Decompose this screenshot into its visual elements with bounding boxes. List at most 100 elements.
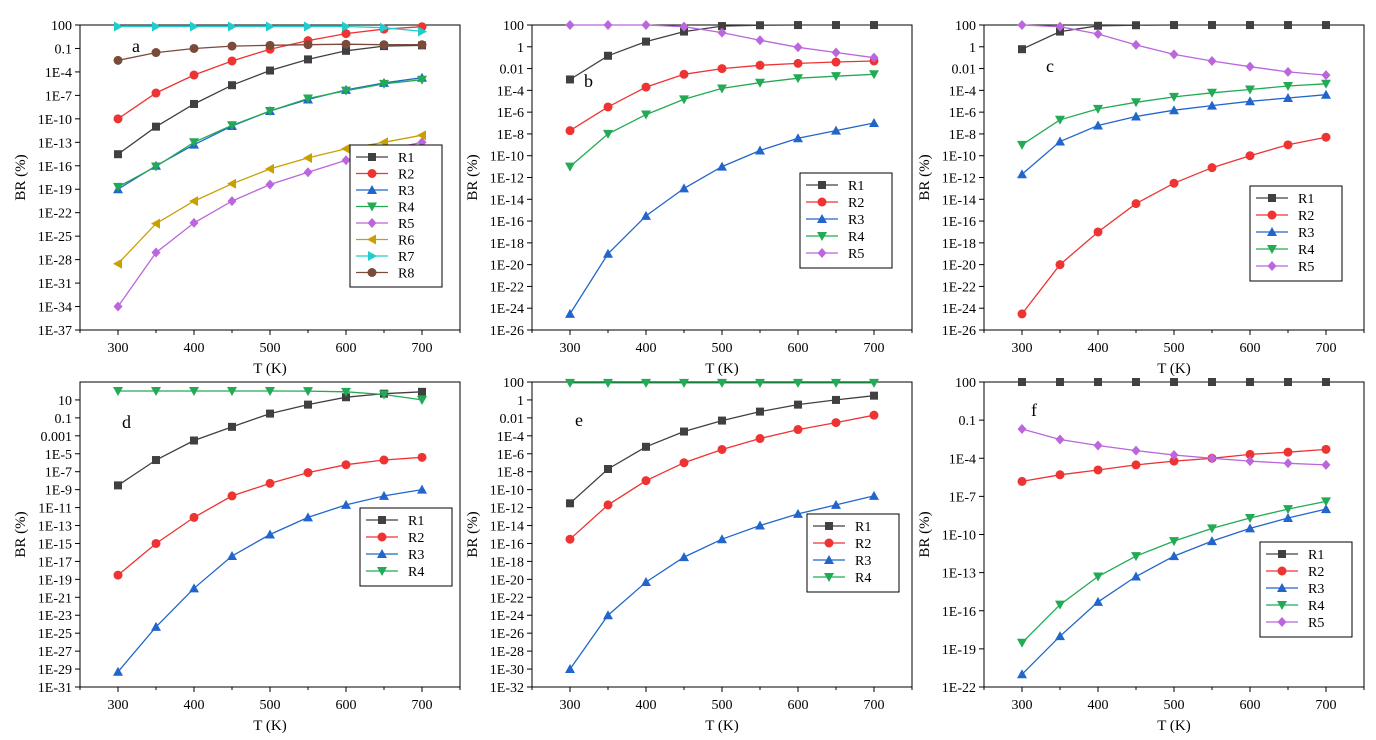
legend-marker: [367, 234, 376, 245]
y-tick-label: 1E-7: [949, 490, 976, 505]
legend-marker: [368, 251, 377, 261]
y-tick-label: 1E-26: [490, 627, 524, 642]
data-point: [1207, 536, 1217, 546]
data-point: [151, 48, 161, 58]
legend-label: R2: [1308, 565, 1324, 580]
y-tick-label: 1E-30: [490, 663, 524, 678]
data-point: [641, 20, 651, 30]
data-point: [341, 39, 351, 49]
data-point: [303, 387, 313, 397]
data-point: [114, 481, 122, 490]
legend-label: R5: [1298, 260, 1314, 275]
data-point: [151, 386, 161, 396]
data-point: [189, 583, 199, 593]
data-point: [831, 418, 841, 428]
data-point: [113, 114, 123, 124]
x-axis-label: T (K): [1157, 361, 1190, 377]
y-tick-label: 1: [517, 41, 524, 56]
data-point: [1284, 21, 1292, 30]
data-point: [1018, 378, 1026, 387]
y-tick-label: 1E-19: [38, 183, 72, 198]
legend-label: R5: [1308, 616, 1324, 631]
x-tick-label: 400: [184, 341, 205, 356]
data-point: [717, 64, 727, 74]
x-tick-label: 700: [412, 698, 433, 713]
legend: R1 R2 R3 R4: [806, 513, 900, 593]
data-point: [1094, 21, 1102, 30]
data-point: [1283, 92, 1293, 102]
y-tick-label: 1E-14: [942, 193, 976, 208]
legend-label: R4: [848, 230, 864, 245]
data-point: [1055, 631, 1065, 641]
data-point: [303, 152, 312, 163]
data-point: [679, 458, 689, 468]
y-axis-label: BR (%): [13, 511, 29, 557]
data-point: [831, 47, 841, 58]
data-point: [831, 499, 841, 509]
data-point: [642, 37, 650, 46]
data-point: [342, 21, 351, 32]
series-R1: [1018, 21, 1330, 54]
data-point: [379, 490, 389, 500]
data-point: [793, 74, 803, 84]
data-point: [1283, 66, 1293, 77]
legend-marker: [824, 538, 834, 548]
series-R4: [565, 70, 879, 172]
y-tick-label: 1E-21: [38, 591, 72, 606]
y-tick-label: 1E-8: [949, 128, 976, 143]
y-tick-label: 0.1: [55, 412, 73, 427]
data-point: [603, 20, 613, 30]
data-point: [1322, 21, 1330, 30]
series-R4: [1017, 497, 1331, 648]
legend-label: R3: [408, 548, 424, 563]
data-point: [756, 21, 764, 30]
data-point: [1321, 459, 1331, 470]
data-point: [1321, 89, 1331, 99]
legend-marker: [817, 214, 827, 223]
data-point: [679, 95, 689, 105]
data-point: [303, 512, 313, 522]
data-point: [265, 478, 275, 488]
data-point: [1321, 504, 1331, 514]
data-point: [1017, 20, 1027, 30]
data-point: [793, 133, 803, 143]
data-point: [1169, 178, 1179, 188]
y-tick-label: 1E-10: [490, 150, 524, 165]
y-tick-label: 1E-22: [942, 681, 976, 696]
data-point: [794, 400, 802, 409]
legend-marker: [818, 181, 826, 189]
legend-label: R2: [408, 531, 424, 546]
data-point: [1321, 79, 1331, 89]
x-tick-label: 400: [1088, 341, 1109, 356]
data-point: [417, 395, 427, 405]
data-point: [228, 81, 236, 90]
legend-marker: [377, 532, 387, 542]
data-point: [1245, 456, 1255, 467]
y-tick-label: 100: [51, 19, 72, 34]
y-tick-label: 1E-4: [45, 66, 72, 81]
x-tick-label: 400: [636, 341, 657, 356]
data-point: [565, 162, 575, 172]
data-point: [869, 378, 879, 388]
plot-frame: [983, 24, 1365, 331]
y-axis-label: BR (%): [465, 511, 481, 557]
data-point: [755, 378, 765, 388]
y-tick-label: 1E-16: [490, 537, 524, 552]
legend-marker: [377, 567, 387, 576]
data-point: [190, 436, 198, 445]
data-point: [113, 55, 123, 65]
x-tick-label: 700: [1316, 698, 1337, 713]
y-tick-label: 1E-13: [942, 567, 976, 582]
data-point: [1131, 460, 1141, 470]
y-tick-label: 1E-12: [942, 172, 976, 187]
data-point: [113, 570, 123, 580]
legend-label: R4: [1298, 243, 1314, 258]
data-point: [227, 178, 236, 189]
data-point: [1055, 434, 1065, 445]
data-point: [680, 427, 688, 436]
y-tick-label: 1: [969, 41, 976, 56]
y-tick-label: 1E-25: [38, 627, 72, 642]
y-tick-label: 10: [58, 394, 72, 409]
x-tick-label: 300: [560, 698, 581, 713]
data-point: [604, 465, 612, 474]
